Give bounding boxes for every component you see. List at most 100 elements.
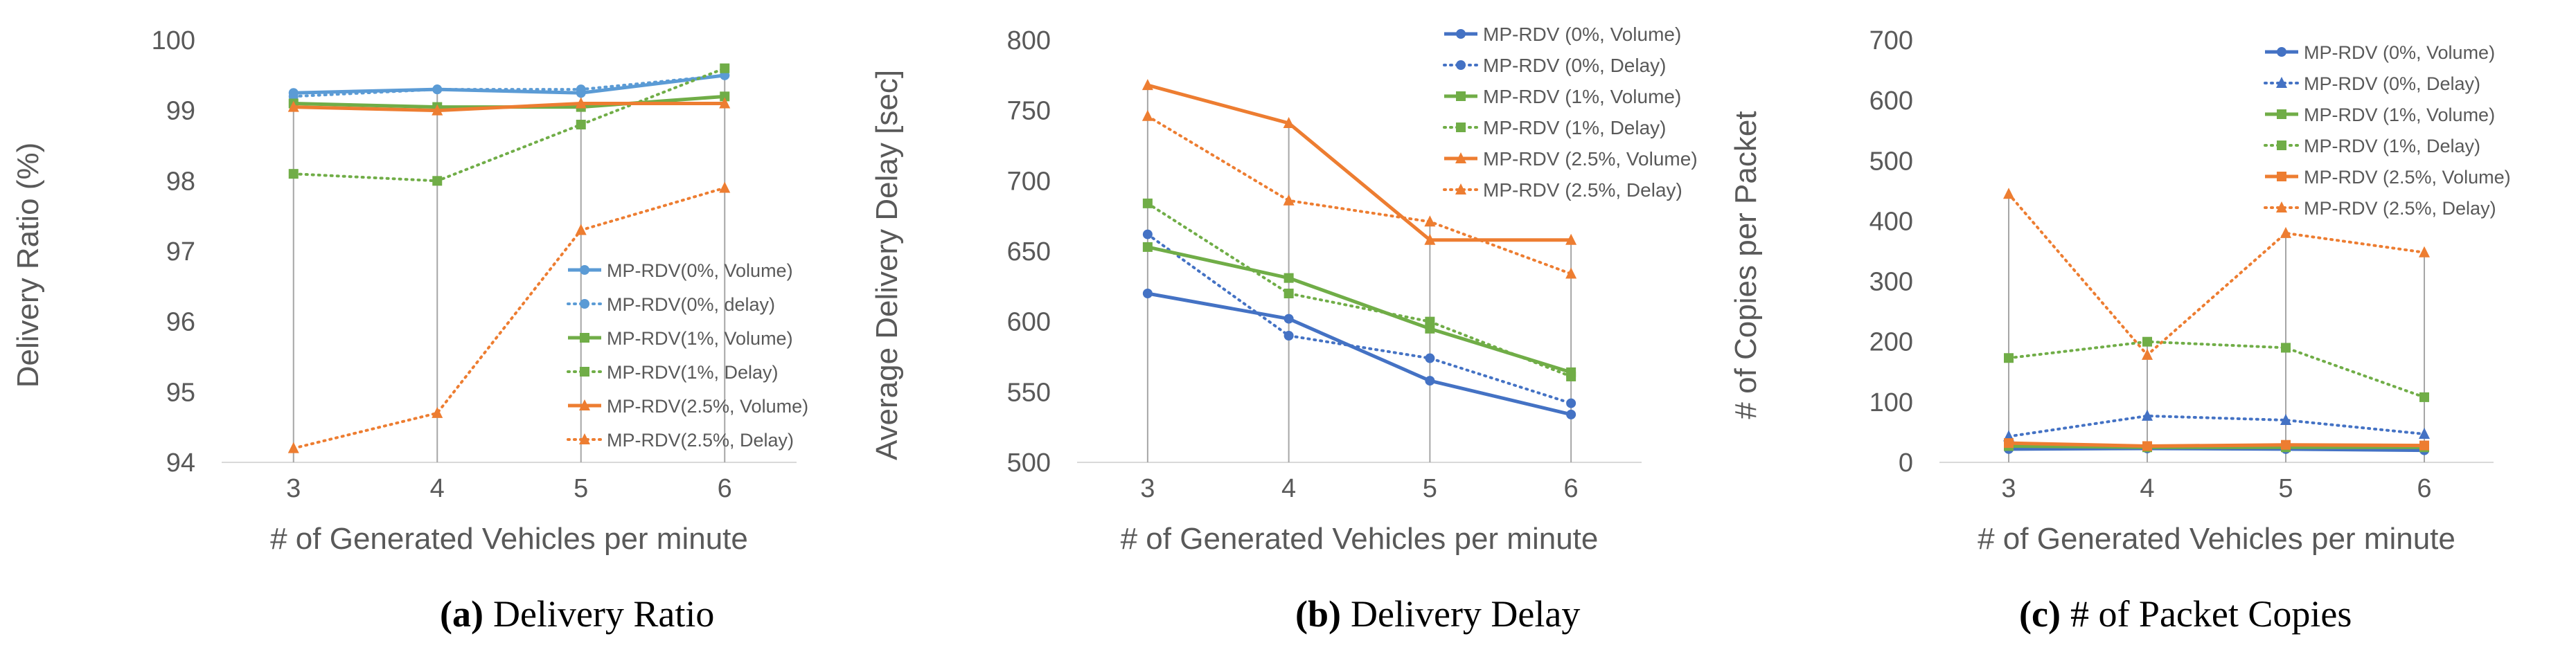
data-point <box>2004 438 2014 449</box>
x-tick-label: 6 <box>718 474 732 503</box>
y-tick-label: 300 <box>1869 268 1913 297</box>
x-tick-label: 3 <box>2001 474 2016 503</box>
y-tick-label: 200 <box>1869 328 1913 357</box>
legend-marker <box>2277 109 2286 119</box>
series-line-5 <box>1147 83 1572 242</box>
chart-panel-c: 0 100 200 300 400 500 600 700 3 4 5 6 # of Generated… <box>1729 26 2511 635</box>
legend-marker <box>579 433 590 444</box>
data-point <box>1142 229 1153 239</box>
data-point <box>287 100 299 112</box>
legend-entry: MP-RDV(2.5%, Volume) <box>607 396 808 417</box>
series-line-4 <box>1146 201 1573 378</box>
data-point <box>2419 246 2430 257</box>
data-point <box>1425 376 1435 386</box>
y-tick-label: 94 <box>166 449 195 478</box>
y-axis-title: # of Copies per Packet <box>1729 111 1763 419</box>
data-point <box>720 63 730 73</box>
y-tick-label: 97 <box>166 237 195 266</box>
y-tick-label: 0 <box>1899 449 1913 478</box>
data-point <box>1565 267 1577 279</box>
legend-entry: MP-RDV(1%, Volume) <box>607 328 793 349</box>
legend-marker <box>580 333 589 343</box>
y-tick-label: 600 <box>1869 87 1913 116</box>
x-tick-label: 4 <box>1281 474 1296 503</box>
legend-entry: MP-RDV(2.5%, Delay) <box>607 430 794 451</box>
legend-marker <box>1455 183 1466 194</box>
legend-marker <box>2277 47 2286 57</box>
x-tick-label: 4 <box>430 474 445 503</box>
legend-entry: MP-RDV (2.5%, Delay) <box>1483 179 1682 201</box>
data-point <box>2003 188 2014 199</box>
series-line-2 <box>1146 233 1573 405</box>
chart-panel-b: 500 550 600 650 700 750 800 3 4 5 6 # of Generated … <box>870 24 1698 635</box>
data-point <box>1283 289 1294 298</box>
data-point <box>1283 331 1294 341</box>
data-point <box>2419 440 2429 451</box>
data-point <box>1142 198 1153 208</box>
data-point <box>1424 215 1436 227</box>
data-point <box>432 176 443 186</box>
data-point <box>1425 316 1435 327</box>
data-point <box>1566 409 1576 419</box>
x-axis-title: # of Generated Vehicles per minute <box>270 522 748 556</box>
data-point <box>2419 428 2430 440</box>
data-point <box>2142 336 2152 347</box>
series-line-5 <box>293 102 725 113</box>
legend-marker <box>1456 60 1466 70</box>
x-tick-label: 3 <box>1140 474 1155 503</box>
data-point <box>1142 109 1153 121</box>
series-line-2 <box>2007 414 2426 438</box>
y-tick-label: 95 <box>166 378 195 407</box>
y-tick-label: 800 <box>1007 26 1051 55</box>
series-line-5 <box>2008 441 2425 448</box>
panel-caption: (a) Delivery Ratio <box>440 593 714 635</box>
data-point <box>2142 348 2153 360</box>
series-line-6 <box>292 186 727 450</box>
y-tick-label: 99 <box>166 97 195 126</box>
data-point <box>719 97 731 109</box>
x-axis-title: # of Generated Vehicles per minute <box>1121 522 1599 556</box>
legend-marker <box>580 265 589 275</box>
caption-letter: (b) <box>1295 593 1341 635</box>
data-point <box>288 169 299 179</box>
x-axis-title: # of Generated Vehicles per minute <box>1978 522 2455 556</box>
data-point <box>432 104 443 116</box>
legend-marker <box>580 299 589 309</box>
data-point <box>2419 392 2429 402</box>
data-point <box>287 442 299 453</box>
x-tick-label: 6 <box>1564 474 1579 503</box>
data-point <box>1283 194 1295 206</box>
data-point <box>1142 242 1153 252</box>
legend-marker <box>2276 201 2287 212</box>
series-line-3 <box>2008 444 2424 449</box>
legend-entry: MP-RDV(0%, Volume) <box>607 260 793 281</box>
legend-entry: MP-RDV (2.5%, Volume) <box>1483 148 1698 170</box>
legend-entry: MP-RDV (2.5%, Delay) <box>2304 198 2496 219</box>
series-line-6 <box>1146 114 1573 275</box>
legend-entry: MP-RDV(0%, delay) <box>607 294 775 315</box>
x-tick-label: 5 <box>574 474 588 503</box>
legend-marker <box>1456 123 1466 132</box>
chart-panel-a: 94 95 96 97 98 99 100 3 4 5 6 # of Generated Vehicl… <box>11 26 808 635</box>
legend-marker <box>1456 29 1466 39</box>
legend-marker <box>1455 152 1466 163</box>
series-line-1 <box>293 73 725 95</box>
legend-entry: MP-RDV (1%, Volume) <box>1483 86 1681 107</box>
legend-entry: MP-RDV (0%, Volume) <box>2304 42 2495 63</box>
y-tick-label: 550 <box>1007 378 1051 407</box>
data-point <box>1283 116 1295 128</box>
data-point <box>2280 226 2291 238</box>
y-tick-label: 98 <box>166 167 195 196</box>
caption-text: # of Packet Copies <box>2070 593 2352 635</box>
data-point <box>1425 353 1435 363</box>
series-line-4 <box>292 66 727 183</box>
y-tick-label: 750 <box>1007 97 1051 126</box>
data-point <box>2281 343 2291 353</box>
panel-caption: (b) Delivery Delay <box>1295 593 1580 635</box>
caption-letter: (a) <box>440 593 483 635</box>
y-tick-label: 500 <box>1007 449 1051 478</box>
legend-entry: MP-RDV (1%, Volume) <box>2304 105 2495 125</box>
legend-entry: MP-RDV (1%, Delay) <box>2304 136 2480 156</box>
y-tick-label: 400 <box>1869 207 1913 236</box>
